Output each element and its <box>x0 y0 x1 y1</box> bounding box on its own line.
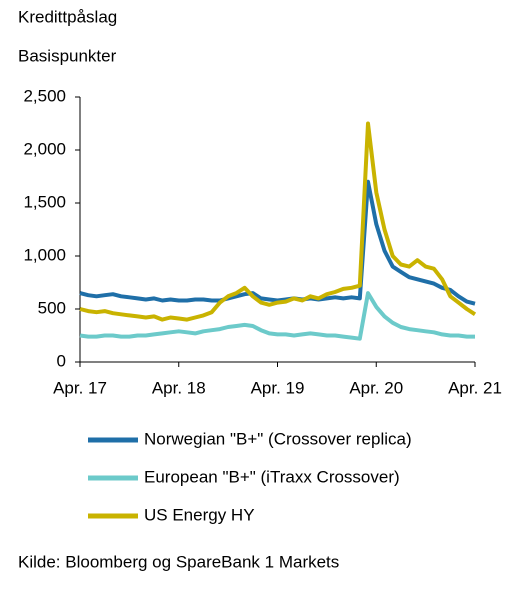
legend-label: European "B+" (iTraxx Crossover) <box>144 467 400 486</box>
chart-title: Kredittpåslag <box>18 7 117 26</box>
series-line <box>79 121 477 322</box>
series-line <box>79 291 475 341</box>
y-tick-label: 1,000 <box>23 245 66 264</box>
x-tick-label: Apr. 20 <box>349 378 403 397</box>
series-line <box>79 179 476 306</box>
x-tick-label: Apr. 18 <box>152 378 206 397</box>
x-tick-label: Apr. 19 <box>251 378 305 397</box>
legend-label: Norwegian "B+" (Crossover replica) <box>144 429 412 448</box>
y-tick-label: 1,500 <box>23 192 66 211</box>
legend-label: US Energy HY <box>144 505 255 524</box>
y-tick-label: 0 <box>57 351 66 370</box>
y-tick-label: 2,500 <box>23 86 66 105</box>
x-tick-label: Apr. 21 <box>448 378 502 397</box>
x-tick-label: Apr. 17 <box>53 378 107 397</box>
chart-subtitle: Basispunkter <box>18 46 117 65</box>
source-note: Kilde: Bloomberg og SpareBank 1 Markets <box>18 552 339 571</box>
y-tick-label: 2,000 <box>23 139 66 158</box>
y-tick-label: 500 <box>38 298 66 317</box>
